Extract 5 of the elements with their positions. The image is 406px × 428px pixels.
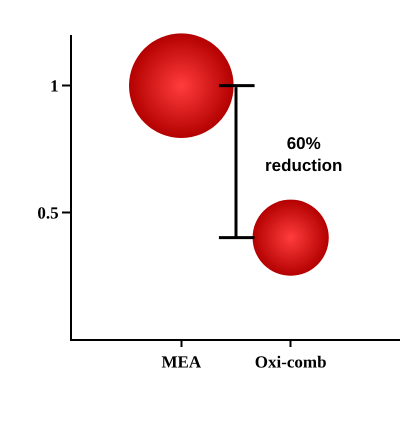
y-tick-label: 0.5 bbox=[37, 203, 59, 222]
x-tick-label: MEA bbox=[161, 352, 202, 372]
y-tick-label: 1 bbox=[50, 76, 59, 96]
x-tick-label: Oxi-comb bbox=[254, 352, 327, 372]
annotation: 60% reduction bbox=[265, 134, 342, 176]
